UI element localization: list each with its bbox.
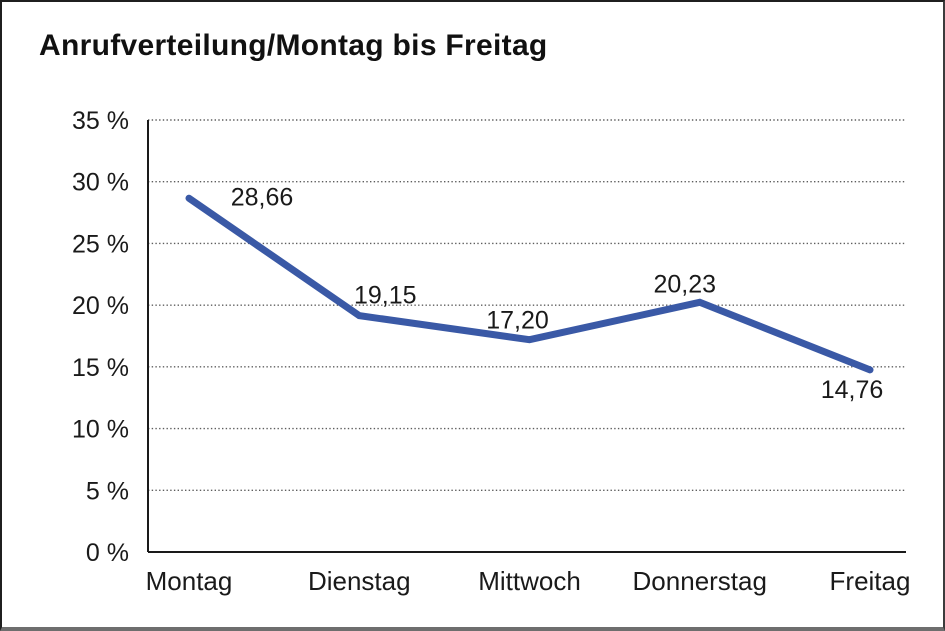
x-axis-category-label: Donnerstag — [633, 566, 767, 596]
data-point-label: 28,66 — [231, 183, 294, 211]
data-series-line — [185, 194, 874, 374]
x-axis-category-label: Montag — [146, 566, 233, 596]
y-axis-tick-label: 25 % — [72, 230, 129, 258]
y-axis-tick-label: 20 % — [72, 292, 129, 320]
data-point-label: 17,20 — [486, 307, 549, 335]
data-point-label: 20,23 — [653, 270, 716, 298]
y-axis-tick-label: 5 % — [86, 477, 129, 505]
y-axis-tick-label: 30 % — [72, 169, 129, 197]
data-point-label: 14,76 — [821, 376, 884, 404]
y-axis-tick-label: 0 % — [86, 539, 129, 567]
y-axis-tick-label: 15 % — [72, 354, 129, 382]
y-axis-tick-label: 35 % — [72, 107, 129, 135]
y-axis-tick-label: 10 % — [72, 416, 129, 444]
x-axis-category-label: Dienstag — [308, 566, 411, 596]
data-point-label: 19,15 — [354, 282, 417, 310]
chart-title: Anrufverteilung/Montag bis Freitag — [39, 29, 548, 62]
x-axis-category-label: Freitag — [830, 566, 911, 596]
x-axis-category-label: Mittwoch — [478, 566, 581, 596]
